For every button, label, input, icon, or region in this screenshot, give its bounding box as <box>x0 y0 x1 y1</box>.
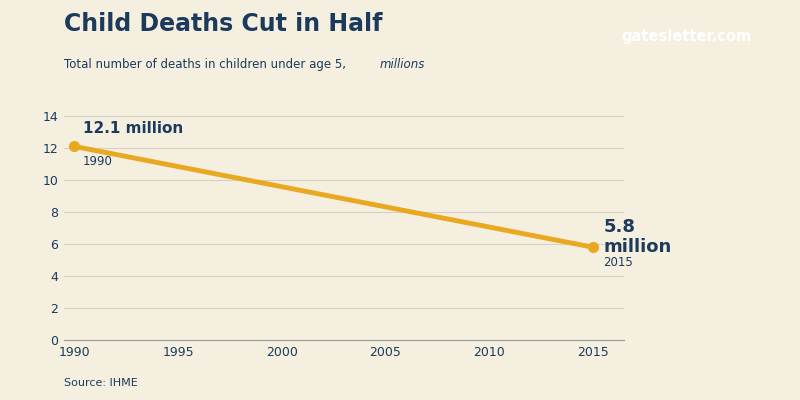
Text: millions: millions <box>380 58 426 71</box>
Text: million: million <box>603 238 671 256</box>
Text: 1990: 1990 <box>82 155 113 168</box>
Text: Child Deaths Cut in Half: Child Deaths Cut in Half <box>64 12 382 36</box>
Text: gatesletter.com: gatesletter.com <box>621 30 751 44</box>
Text: Total number of deaths in children under age 5,: Total number of deaths in children under… <box>64 58 350 71</box>
Text: 5.8: 5.8 <box>603 218 635 236</box>
Text: 12.1 million: 12.1 million <box>82 121 183 136</box>
Text: 2015: 2015 <box>603 256 633 269</box>
Text: Source: IHME: Source: IHME <box>64 378 138 388</box>
